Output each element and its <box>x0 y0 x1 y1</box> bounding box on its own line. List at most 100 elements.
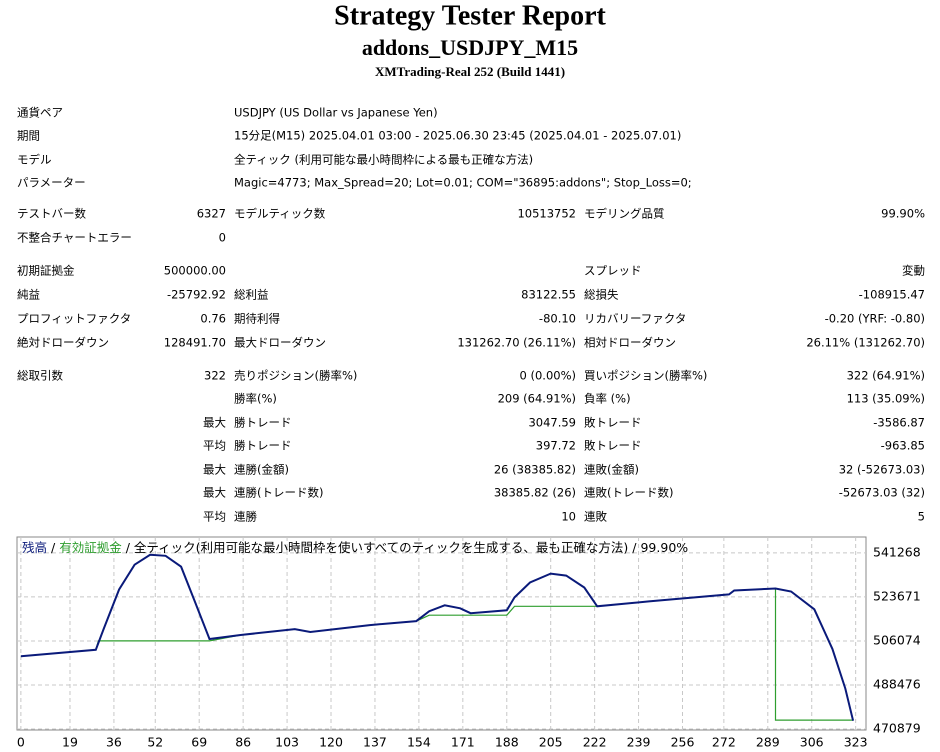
info-label: 期間 <box>17 129 40 143</box>
report-title: Strategy Tester Report <box>334 0 606 31</box>
y-tick-label: 506074 <box>873 632 921 647</box>
separator: / <box>632 540 637 555</box>
stat-value: 0 <box>219 231 226 245</box>
server-name: XMTrading-Real 252 (Build 1441) <box>375 64 565 79</box>
chart-subtitle: 全ティック(利用可能な最小時間枠を使いすべてのティックを生成する、最も正確な方法… <box>134 540 628 555</box>
stat-label: 買いポジション(勝率%) <box>584 369 707 383</box>
stat-value: 131262.70 (26.11%) <box>457 336 576 350</box>
stat-value: 0.76 <box>200 312 226 326</box>
stat-label: 総取引数 <box>17 369 63 383</box>
x-tick-label: 19 <box>62 735 78 750</box>
x-tick-label: 69 <box>191 735 207 750</box>
stat-label: 最大ドローダウン <box>234 336 326 350</box>
stat-label: モデルティック数 <box>234 207 326 221</box>
x-tick-label: 52 <box>147 735 163 750</box>
stat-label: 連勝(金額) <box>234 463 289 477</box>
stat-label: 純益 <box>17 288 40 302</box>
stat-label: 勝率(%) <box>234 392 277 406</box>
stat-label: 勝トレード <box>234 439 292 453</box>
stat-value: 10513752 <box>517 207 576 221</box>
stat-label: 敗トレード <box>584 416 642 430</box>
stat-label: リカバリーファクタ <box>584 312 686 326</box>
report-subtitle: addons_USDJPY_M15 <box>362 35 578 60</box>
stat-value: 322 <box>204 369 226 383</box>
stat-value: 10 <box>561 510 576 524</box>
x-tick-label: 171 <box>451 735 475 750</box>
stat-value: 113 (35.09%) <box>847 392 925 406</box>
stat-value: 500000.00 <box>164 264 226 278</box>
stat-value: 322 (64.91%) <box>847 369 925 383</box>
x-tick-label: 0 <box>17 735 25 750</box>
legend-entry: 有効証拠金 <box>59 540 122 555</box>
stat-label: 相対ドローダウン <box>584 336 676 350</box>
stat-label: プロフィットファクタ <box>17 312 131 326</box>
stat-label: 連敗 <box>584 510 607 524</box>
stat-value: -52673.03 (32) <box>839 486 925 500</box>
x-tick-label: 36 <box>106 735 122 750</box>
separator: / <box>126 540 131 555</box>
x-tick-label: 137 <box>363 735 387 750</box>
y-tick-label: 541268 <box>873 544 921 559</box>
stat-prefix: 最大 <box>203 463 226 477</box>
y-tick-label: 523671 <box>873 588 921 603</box>
stat-prefix: 最大 <box>203 486 226 500</box>
info-value: USDJPY (US Dollar vs Japanese Yen) <box>234 106 438 120</box>
y-tick-label: 470879 <box>873 721 921 736</box>
stat-value: 5 <box>918 510 925 524</box>
stat-value: 99.90% <box>881 207 925 221</box>
stat-label: 連敗(トレード数) <box>584 486 673 500</box>
stat-value: -963.85 <box>881 439 925 453</box>
chart-frame <box>16 536 867 731</box>
x-tick-label: 222 <box>583 735 607 750</box>
chart-legend: 残高 / 有効証拠金 / 全ティック(利用可能な最小時間枠を使いすべてのティック… <box>22 540 688 555</box>
stat-label: 総損失 <box>584 288 619 302</box>
stat-label: 連勝 <box>234 510 257 524</box>
stat-value: -0.20 (YRF: -0.80) <box>825 312 925 326</box>
stat-label: モデリング品質 <box>584 207 665 221</box>
stat-value: 128491.70 <box>164 336 226 350</box>
stat-value: 3047.59 <box>528 416 576 430</box>
y-tick-label: 488476 <box>873 677 921 692</box>
stat-label: スプレッド <box>584 264 642 278</box>
stat-label: 勝トレード <box>234 416 292 430</box>
stat-label: 期待利得 <box>234 312 280 326</box>
stat-value: 変動 <box>902 264 925 278</box>
x-tick-label: 256 <box>671 735 695 750</box>
info-value: 15分足(M15) 2025.04.01 03:00 - 2025.06.30 … <box>234 129 681 143</box>
stat-label: 売りポジション(勝率%) <box>234 369 357 383</box>
x-tick-label: 188 <box>495 735 519 750</box>
x-tick-label: 323 <box>844 735 868 750</box>
stat-value: 6327 <box>197 207 226 221</box>
x-tick-label: 154 <box>407 735 431 750</box>
series-line <box>20 553 855 721</box>
info-label: モデル <box>17 153 52 167</box>
stat-prefix: 平均 <box>203 439 226 453</box>
x-tick-label: 103 <box>275 735 299 750</box>
stat-label: 連勝(トレード数) <box>234 486 323 500</box>
stat-label: 初期証拠金 <box>17 264 75 278</box>
stat-value: 26.11% (131262.70) <box>806 336 925 350</box>
stat-label: 不整合チャートエラー <box>17 231 132 245</box>
info-value: Magic=4773; Max_Spread=20; Lot=0.01; COM… <box>234 176 692 190</box>
stat-prefix: 最大 <box>203 416 226 430</box>
stat-value: 397.72 <box>536 439 576 453</box>
stat-value: 83122.55 <box>521 288 576 302</box>
stat-value: -108915.47 <box>859 288 925 302</box>
stat-label: 負率 (%) <box>584 392 631 406</box>
x-tick-label: 306 <box>800 735 824 750</box>
stat-label: 絶対ドローダウン <box>17 336 109 350</box>
stat-value: 38385.82 (26) <box>494 486 576 500</box>
stat-value: -3586.87 <box>873 416 925 430</box>
stat-label: 敗トレード <box>584 439 642 453</box>
stat-label: 総利益 <box>234 288 269 302</box>
legend-entry: 残高 <box>22 540 47 555</box>
stat-label: 連敗(金額) <box>584 463 639 477</box>
stat-prefix: 平均 <box>203 510 226 524</box>
x-tick-label: 239 <box>627 735 651 750</box>
x-tick-label: 289 <box>756 735 780 750</box>
annotation: 99.90% <box>640 540 688 555</box>
stat-value: 26 (38385.82) <box>494 463 576 477</box>
stat-label: テストバー数 <box>17 207 86 221</box>
x-tick-label: 86 <box>235 735 251 750</box>
